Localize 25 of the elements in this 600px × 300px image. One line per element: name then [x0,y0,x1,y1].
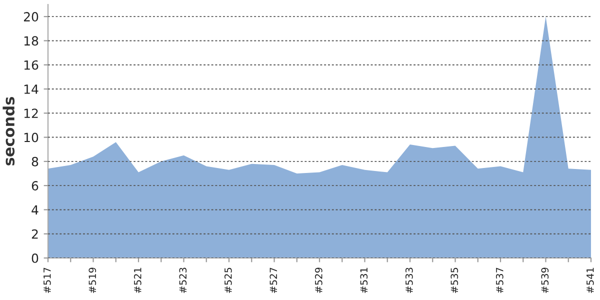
x-tick-label: #537 [496,268,504,293]
x-tick-label: #525 [224,268,232,293]
x-tick-label: #539 [541,268,549,293]
x-tick-label: #541 [586,268,594,293]
y-tick-label: 6 [32,181,38,190]
x-tick-label: #535 [450,268,458,293]
y-tick-label: 2 [32,229,38,239]
y-tick-label: 16 [24,60,38,70]
x-tick-label: #523 [179,268,187,293]
x-tick-label: #517 [44,268,51,293]
x-tick-label: #527 [270,268,278,293]
y-tick-label: 8 [32,156,38,166]
y-tick-label: 10 [24,132,38,142]
y-tick-label: 0 [32,253,38,263]
x-tick-label: #531 [360,268,368,293]
x-tick-label: #533 [405,268,413,293]
y-tick-label: 20 [24,12,38,22]
y-tick-label: 4 [32,205,38,214]
x-tick-label: #521 [134,268,142,293]
y-axis-title: seconds [2,97,15,166]
y-tick-label: 12 [24,108,38,118]
x-tick-label: #519 [88,268,96,293]
y-tick-label: 14 [24,84,38,94]
x-tick-label: #529 [314,268,322,293]
y-tick-label: 18 [24,36,38,46]
